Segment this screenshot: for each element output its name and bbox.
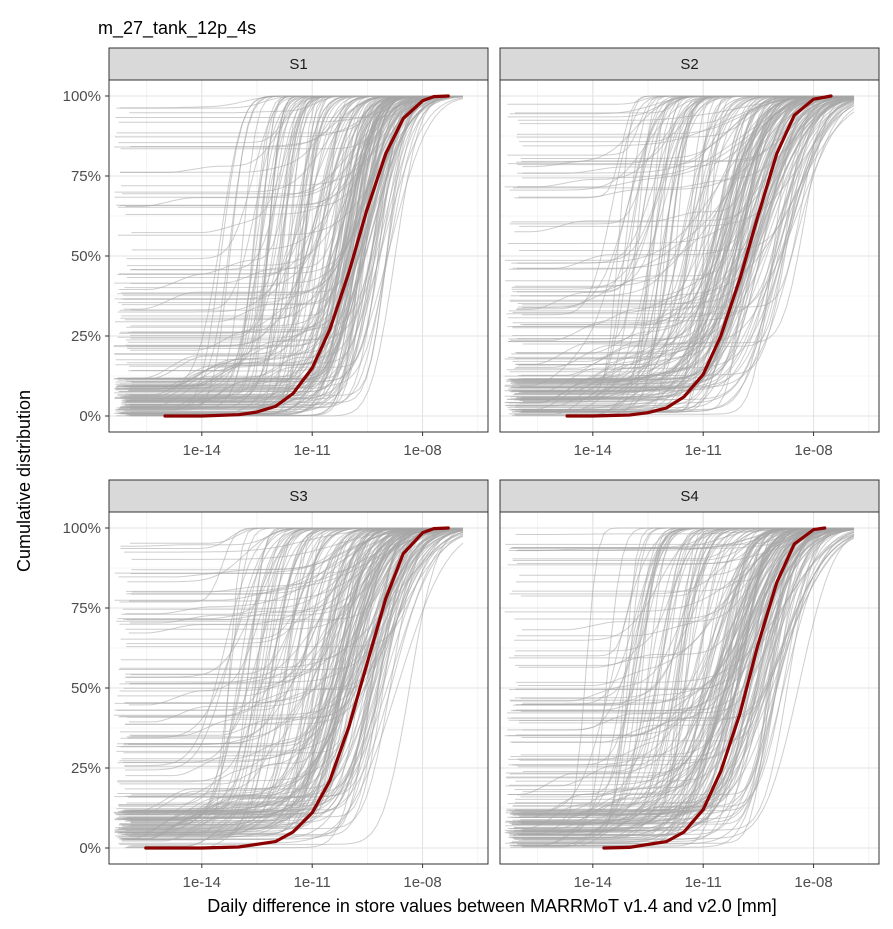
chart-title: m_27_tank_12p_4s [98, 18, 256, 39]
x-tick-label: 1e-14 [183, 874, 221, 891]
y-axis-title: Cumulative distribution [14, 390, 34, 572]
x-tick-label: 1e-14 [574, 442, 612, 459]
x-tick-label: 1e-14 [574, 874, 612, 891]
x-tick-label: 1e-11 [685, 442, 722, 459]
background-curve [118, 96, 463, 303]
y-tick-label: 75% [71, 600, 101, 617]
y-tick-label: 0% [79, 840, 101, 857]
panels: S1 1e-14 1e-11 1e-08 0% 25% 50% 75% 100% S2 1e-14 1… [63, 48, 879, 891]
y-tick-label: 0% [79, 408, 101, 425]
y-tick-label: 100% [63, 520, 101, 537]
panel-s4: S4 1e-14 1e-11 1e-08 [500, 480, 879, 891]
x-tick-label: 1e-08 [794, 874, 832, 891]
facet-label: S4 [680, 488, 698, 505]
y-tick-label: 100% [63, 88, 101, 105]
x-tick-label: 1e-11 [294, 874, 331, 891]
x-tick-label: 1e-11 [294, 442, 331, 459]
facet-label: S2 [680, 56, 698, 73]
panel-s3: S3 1e-14 1e-11 1e-08 0% 25% 50% 75% 100% [63, 480, 488, 891]
x-tick-label: 1e-08 [794, 442, 832, 459]
y-tick-label: 25% [71, 328, 101, 345]
x-axis-title: Daily difference in store values between… [207, 896, 777, 916]
background-curve [114, 96, 463, 398]
y-tick-label: 75% [71, 168, 101, 185]
panel-s2: S2 1e-14 1e-11 1e-08 [500, 48, 879, 459]
facet-label: S3 [289, 488, 307, 505]
x-tick-label: 1e-08 [403, 442, 441, 459]
background-curve [509, 528, 854, 720]
facet-label: S1 [289, 56, 307, 73]
panel-s1: S1 1e-14 1e-11 1e-08 0% 25% 50% 75% 100% [63, 48, 488, 459]
y-tick-label: 25% [71, 760, 101, 777]
x-tick-label: 1e-11 [685, 874, 722, 891]
background-curve [515, 528, 854, 840]
x-tick-label: 1e-14 [183, 442, 221, 459]
y-tick-label: 50% [71, 680, 101, 697]
x-tick-label: 1e-08 [403, 874, 441, 891]
y-tick-label: 50% [71, 248, 101, 265]
